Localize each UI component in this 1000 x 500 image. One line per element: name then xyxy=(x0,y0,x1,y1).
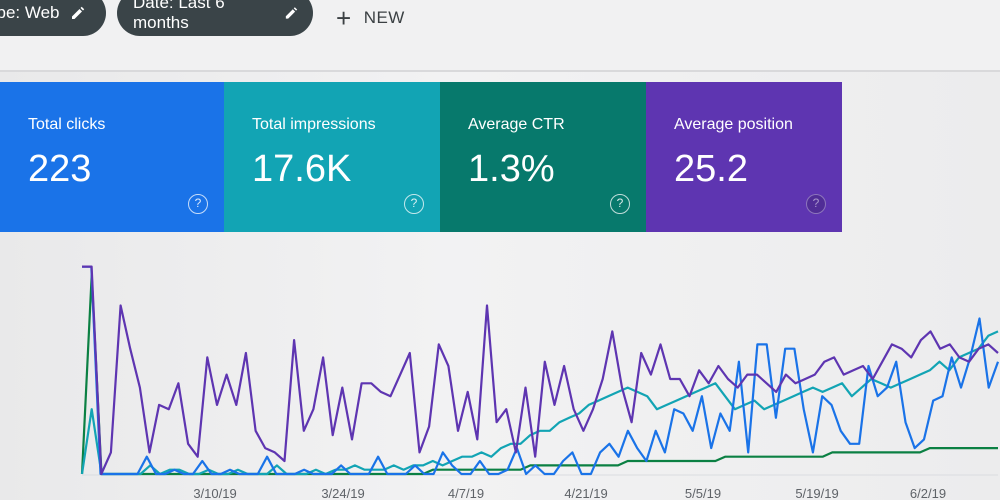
series-line-1[interactable] xyxy=(82,265,1000,476)
metric-card-average-position[interactable]: Average position 25.2 ? xyxy=(646,82,842,232)
metric-card-total-clicks[interactable]: Total clicks 223 ? xyxy=(0,82,224,232)
x-tick-label: 5/5/19 xyxy=(685,486,721,500)
x-tick-label: 6/2/19 xyxy=(910,486,946,500)
filter-bar: ype: Web Date: Last 6 months + NEW xyxy=(0,0,1000,72)
help-circle-icon[interactable]: ? xyxy=(188,194,208,214)
new-filter-button[interactable]: + NEW xyxy=(336,4,405,32)
type-filter-label: ype: Web xyxy=(0,3,60,22)
metric-label: Total clicks xyxy=(28,116,106,133)
metric-value: 25.2 xyxy=(674,148,748,190)
x-tick-label: 4/7/19 xyxy=(448,486,484,500)
metric-card-average-ctr[interactable]: Average CTR 1.3% ? xyxy=(440,82,646,232)
metric-value: 223 xyxy=(28,148,92,190)
metric-label: Average CTR xyxy=(468,116,565,133)
metric-label: Total impressions xyxy=(252,116,376,133)
x-tick-label: 4/21/19 xyxy=(564,486,607,500)
plus-icon: + xyxy=(336,3,352,33)
metric-value: 17.6K xyxy=(252,148,352,190)
metric-value: 1.3% xyxy=(468,148,555,190)
type-filter-chip[interactable]: ype: Web xyxy=(0,0,106,36)
series-line-3[interactable] xyxy=(80,274,998,476)
pencil-icon[interactable] xyxy=(70,5,86,21)
line-chart: 3/10/19 3/24/19 4/7/19 4/21/19 5/5/19 5/19/19… xyxy=(80,265,1000,500)
series-line-0[interactable] xyxy=(82,265,999,476)
metric-label: Average position xyxy=(674,116,793,133)
metric-cards: Total clicks 223 ? Total impressions 17.… xyxy=(0,82,1000,232)
performance-chart: 3/10/19 3/24/19 4/7/19 4/21/19 5/5/19 5/19/19… xyxy=(0,240,1000,500)
date-filter-label: Date: Last 6 months xyxy=(133,0,225,32)
x-tick-label: 3/10/19 xyxy=(193,486,236,500)
pencil-icon[interactable] xyxy=(284,5,299,21)
date-filter-chip[interactable]: Date: Last 6 months xyxy=(117,0,313,36)
x-tick-label: 3/24/19 xyxy=(321,486,364,500)
help-circle-icon[interactable]: ? xyxy=(404,194,424,214)
help-circle-icon[interactable]: ? xyxy=(806,194,826,214)
help-circle-icon[interactable]: ? xyxy=(610,194,630,214)
x-tick-label: 5/19/19 xyxy=(795,486,838,500)
new-filter-label: NEW xyxy=(363,8,405,27)
metric-card-total-impressions[interactable]: Total impressions 17.6K ? xyxy=(224,82,440,232)
